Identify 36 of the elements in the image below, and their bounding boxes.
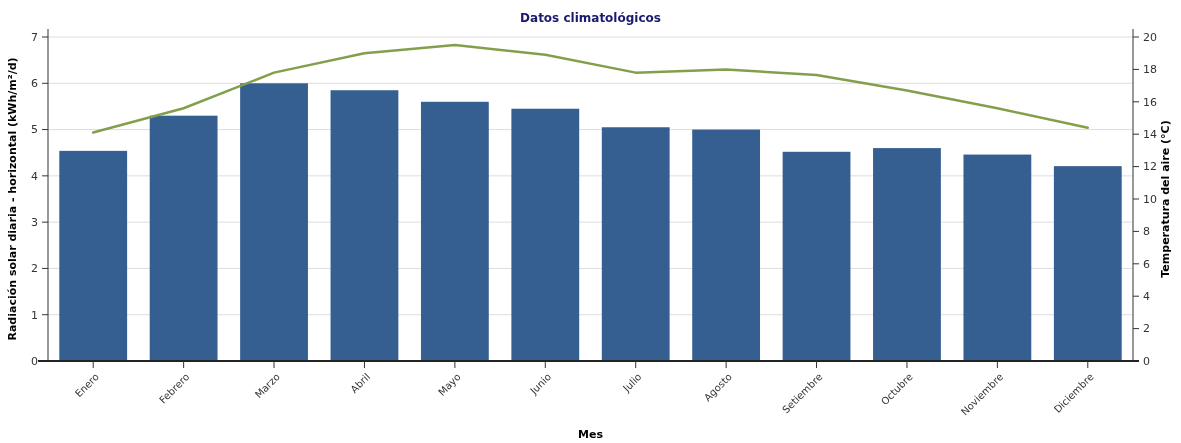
y2-tick-label: 16 (1143, 95, 1157, 109)
y2-axis-title: Temperatura del aire (°C) (1159, 120, 1172, 278)
y2-tick-label: 14 (1143, 128, 1157, 142)
y2-tick-label: 4 (1143, 290, 1150, 304)
bar (782, 151, 851, 361)
y2-tick-label: 12 (1143, 160, 1157, 174)
bar (59, 150, 128, 361)
bar (420, 101, 489, 361)
y-tick-label: 2 (31, 262, 38, 276)
bar (1053, 166, 1122, 361)
bar (601, 127, 670, 361)
y2-tick-label: 0 (1143, 354, 1150, 368)
bar (330, 90, 399, 361)
y-tick-label: 5 (31, 123, 38, 137)
y-tick-label: 1 (31, 308, 38, 322)
y-tick-label: 4 (31, 169, 38, 183)
bar (149, 115, 218, 361)
y2-tick-label: 20 (1143, 30, 1157, 44)
y-tick-label: 3 (31, 215, 38, 229)
y2-tick-label: 8 (1143, 225, 1150, 239)
bar (692, 129, 761, 361)
y-axis-title: Radiación solar diaria - horizontal (kWh/m²/d) (6, 57, 19, 341)
bar (240, 83, 308, 361)
y-tick-label: 0 (31, 354, 38, 368)
y-tick-label: 6 (31, 77, 38, 91)
y2-tick-label: 10 (1143, 192, 1157, 206)
bar (873, 148, 941, 361)
line-series (91, 43, 1090, 134)
y2-tick-label: 6 (1143, 257, 1150, 271)
chart-title: Datos climatológicos (520, 11, 661, 25)
y2-tick-label: 18 (1143, 63, 1157, 77)
x-axis-title: Mes (578, 428, 604, 441)
bar (511, 108, 580, 361)
bar (963, 154, 1032, 361)
y-tick-label: 7 (31, 30, 38, 44)
y2-tick-label: 2 (1143, 322, 1150, 336)
